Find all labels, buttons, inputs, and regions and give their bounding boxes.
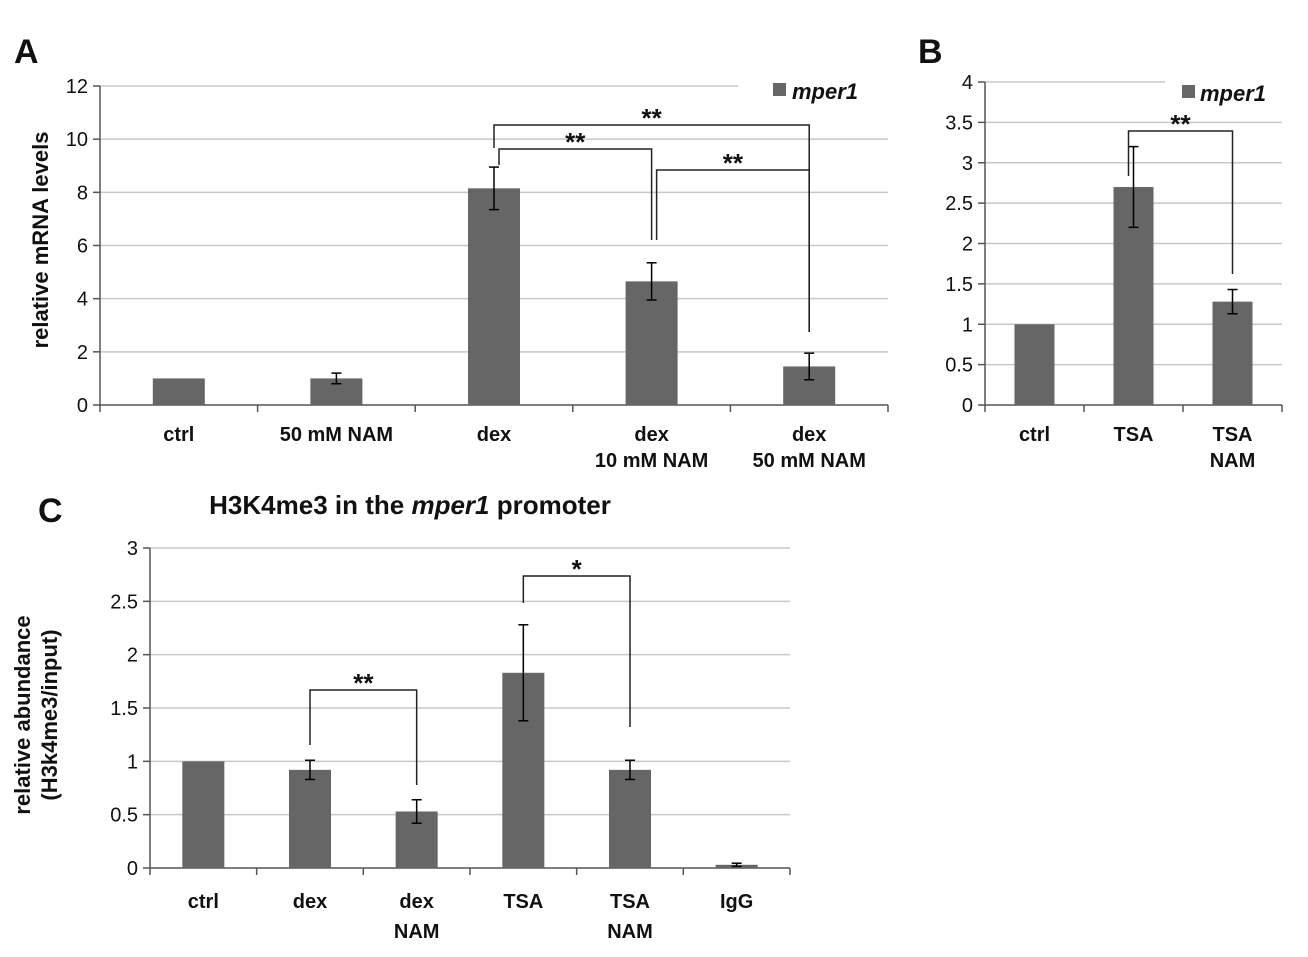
x-category-label: IgG (720, 891, 753, 913)
y-axis-label-a: relative mRNA levels (28, 132, 53, 349)
y-tick-label: 0.5 (945, 355, 973, 377)
y-tick-label: 4 (77, 289, 88, 311)
chart-panel-c: H3K4me3 in the mper1 promoter relative a… (10, 490, 791, 943)
significance-label: ** (565, 127, 586, 157)
significance-label: ** (641, 103, 662, 133)
x-category-label: ctrl (188, 891, 219, 913)
y-tick-label: 2.5 (110, 591, 138, 613)
panel-letter-a: A (14, 33, 39, 71)
y-tick-label: 2.5 (945, 193, 973, 215)
bar (1014, 324, 1055, 405)
x-category-label: ctrl (1019, 424, 1050, 446)
significance-label: ** (723, 148, 744, 178)
significance-bracket (498, 148, 653, 240)
significance-label: ** (1170, 109, 1191, 139)
x-category-label: dex (399, 891, 433, 913)
x-category-label: TSA (503, 891, 543, 913)
significance-bracket (655, 169, 810, 332)
bar (468, 188, 520, 405)
significance-bracket (493, 124, 810, 332)
x-category-label: dex (634, 424, 668, 446)
y-tick-label: 3.5 (945, 112, 973, 134)
bar (152, 378, 205, 405)
panel-letter-c: C (38, 492, 63, 530)
y-tick-label: 1 (962, 314, 973, 336)
x-category-label: NAM (1210, 450, 1256, 472)
y-tick-label: 2 (127, 645, 138, 667)
y-tick-label: 2 (962, 234, 973, 256)
x-category-label: dex (293, 891, 327, 913)
y-tick-label: 1 (127, 751, 138, 773)
x-category-label: dex (792, 424, 826, 446)
x-category-label: NAM (394, 921, 440, 943)
x-category-label: NAM (607, 921, 653, 943)
x-category-label: ctrl (163, 424, 194, 446)
bar (289, 769, 331, 868)
legend-label-a: mper1 (792, 79, 858, 104)
chart-title-c: H3K4me3 in the mper1 promoter (209, 490, 611, 520)
x-category-label: TSA (1213, 424, 1253, 446)
y-tick-label: 12 (66, 76, 88, 98)
y-tick-label: 6 (77, 236, 88, 258)
x-category-label: TSA (1114, 424, 1154, 446)
bar (609, 769, 651, 868)
x-category-label: 50 mM NAM (280, 424, 393, 446)
bar (182, 761, 225, 868)
legend-swatch-a (773, 83, 786, 96)
y-tick-label: 1.5 (110, 698, 138, 720)
legend-a: mper1 (773, 79, 858, 104)
legend-swatch-b (1182, 85, 1195, 98)
legend-label-b: mper1 (1200, 81, 1266, 106)
x-category-label: dex (477, 424, 511, 446)
legend-b: mper1 (1182, 81, 1266, 106)
x-category-label: 10 mM NAM (595, 450, 708, 472)
y-tick-label: 0.5 (110, 805, 138, 827)
y-tick-label: 0 (962, 395, 973, 417)
significance-bracket (1127, 130, 1234, 274)
y-tick-label: 3 (962, 153, 973, 175)
chart-panel-a: relative mRNA levels mper1 0 2 4 6 8 10 12 ctrl… (28, 76, 889, 472)
x-category-label: 50 mM NAM (753, 450, 866, 472)
y-tick-label: 8 (77, 182, 88, 204)
significance-label: ** (353, 668, 374, 698)
y-tick-label: 10 (66, 129, 88, 151)
y-axis-label-c: relative abundance (10, 615, 35, 814)
significance-bracket (309, 689, 418, 785)
y-tick-label: 0 (127, 858, 138, 880)
bar (625, 281, 678, 405)
panel-letter-b: B (918, 33, 943, 71)
y-tick-label: 1.5 (945, 274, 973, 296)
y-tick-label: 4 (962, 72, 973, 94)
significance-bracket (522, 575, 631, 727)
x-category-label: TSA (610, 891, 650, 913)
significance-label: * (572, 554, 583, 584)
y-tick-label: 0 (77, 395, 88, 417)
bar (1212, 301, 1253, 405)
y-tick-label: 2 (77, 342, 88, 364)
y-axis-label-c-unit: (H3k4me3/input) (37, 629, 62, 800)
y-tick-label: 3 (127, 538, 138, 560)
chart-panel-b: mper1 0 0.5 1 1.5 2 2.5 3 3.5 4 ctrl TSA TSA NAM ** (945, 72, 1283, 472)
